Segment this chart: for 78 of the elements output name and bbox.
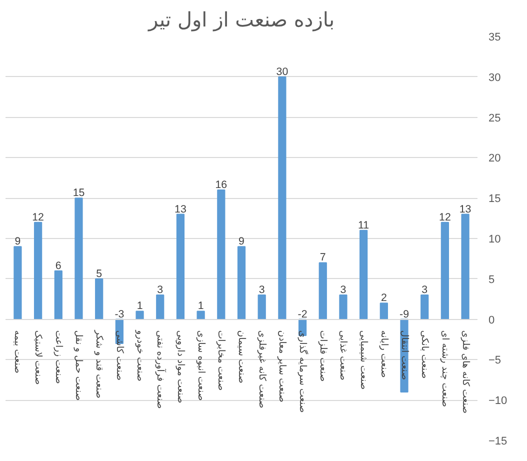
bar — [54, 270, 62, 320]
y-tick-label: 20 — [488, 152, 501, 165]
bar — [380, 302, 388, 320]
data-label: 13 — [459, 203, 472, 216]
data-label: 11 — [358, 219, 370, 232]
y-tick-label: 10 — [488, 234, 501, 246]
x-tick-label: صنعت غذایی — [338, 330, 349, 380]
x-tick-label: صنعت انبوه سازی — [195, 330, 206, 401]
bar — [420, 294, 429, 320]
data-label: 9 — [238, 236, 245, 248]
bar — [176, 214, 185, 320]
x-tick-label: صنعت سرمایه گذاری — [297, 330, 310, 413]
bar — [461, 214, 470, 320]
data-label: 7 — [320, 252, 326, 264]
data-label: 6 — [55, 260, 62, 272]
x-tick-label: صنعت شیمیایی — [358, 330, 370, 390]
bar — [440, 222, 450, 320]
y-tick-label: 5 — [488, 274, 495, 286]
bar — [14, 246, 22, 320]
bar — [217, 190, 226, 320]
bar — [258, 294, 266, 320]
bar — [156, 294, 164, 320]
bar — [34, 222, 42, 320]
bar — [339, 294, 348, 320]
bar — [136, 310, 144, 320]
x-tick-label: صنعت فرآورده نفتی — [154, 330, 167, 409]
x-tick-label: صنعت قند و شکر — [94, 329, 105, 398]
y-tick-label: −10 — [488, 395, 508, 408]
bar — [74, 198, 83, 320]
x-tick-label: صنعت انتقال — [398, 330, 410, 380]
y-tick-label: 25 — [488, 112, 501, 124]
x-tick-label: صنعت زراعت — [52, 330, 64, 384]
y-tick-label: 15 — [488, 193, 501, 206]
data-label: 1 — [136, 300, 143, 312]
x-tick-label: صنعت فلزات — [317, 330, 328, 382]
bar — [278, 76, 286, 320]
x-tick-label: صنعت بانکی — [419, 330, 430, 379]
x-tick-label: صنعت رایانه — [378, 330, 390, 378]
bar — [360, 230, 368, 320]
x-tick-label: صنعت بیمه — [12, 330, 24, 374]
data-label: 12 — [439, 211, 451, 224]
y-tick-label: −5 — [488, 354, 502, 367]
data-label: 3 — [340, 284, 346, 296]
data-label: 3 — [422, 284, 428, 296]
data-label: 2 — [380, 292, 387, 304]
data-label: 15 — [72, 187, 85, 200]
y-tick-label: 35 — [488, 32, 501, 44]
y-tick-label: 30 — [488, 72, 501, 84]
data-label: 3 — [258, 284, 265, 296]
bar — [237, 246, 246, 320]
x-tick-label: صنعت کانه های فلزی — [460, 330, 471, 414]
bar — [95, 278, 104, 320]
x-tick-label: صنعت مواد دارویی — [174, 330, 186, 404]
data-label: -9 — [400, 308, 410, 320]
data-label: 9 — [14, 236, 21, 248]
data-label: 3 — [157, 284, 164, 296]
x-tick-label: صنعت کاشی — [114, 330, 125, 381]
data-label: -2 — [298, 308, 308, 320]
y-tick-label: −15 — [488, 436, 508, 448]
x-tick-label: صنعت خودرو — [134, 329, 146, 382]
data-label: 16 — [215, 179, 228, 192]
y-tick-label: 0 — [488, 314, 495, 326]
data-label: 1 — [198, 300, 204, 312]
x-tick-label: صنعت سیمان — [236, 330, 247, 384]
data-label: -3 — [114, 308, 124, 320]
x-tick-label: صنعت حمل و نقل — [73, 330, 84, 401]
chart-title: بازده صنعت از اول تیر — [147, 8, 335, 32]
x-tick-label: صنعت کانه غیرفلزی — [256, 330, 268, 408]
bar — [318, 262, 327, 320]
x-tick-label: صنعت سایر معادن — [276, 330, 288, 402]
bar — [196, 310, 205, 320]
x-tick-label: صنعت لاستیک — [32, 330, 44, 385]
x-tick-label: صنعت مخابرات — [216, 330, 227, 391]
x-tick-label: صنعت چند رشته ای — [439, 330, 450, 408]
data-label: 30 — [276, 66, 288, 78]
data-label: 5 — [96, 268, 102, 280]
data-label: 13 — [174, 203, 186, 216]
data-label: 12 — [32, 211, 44, 224]
